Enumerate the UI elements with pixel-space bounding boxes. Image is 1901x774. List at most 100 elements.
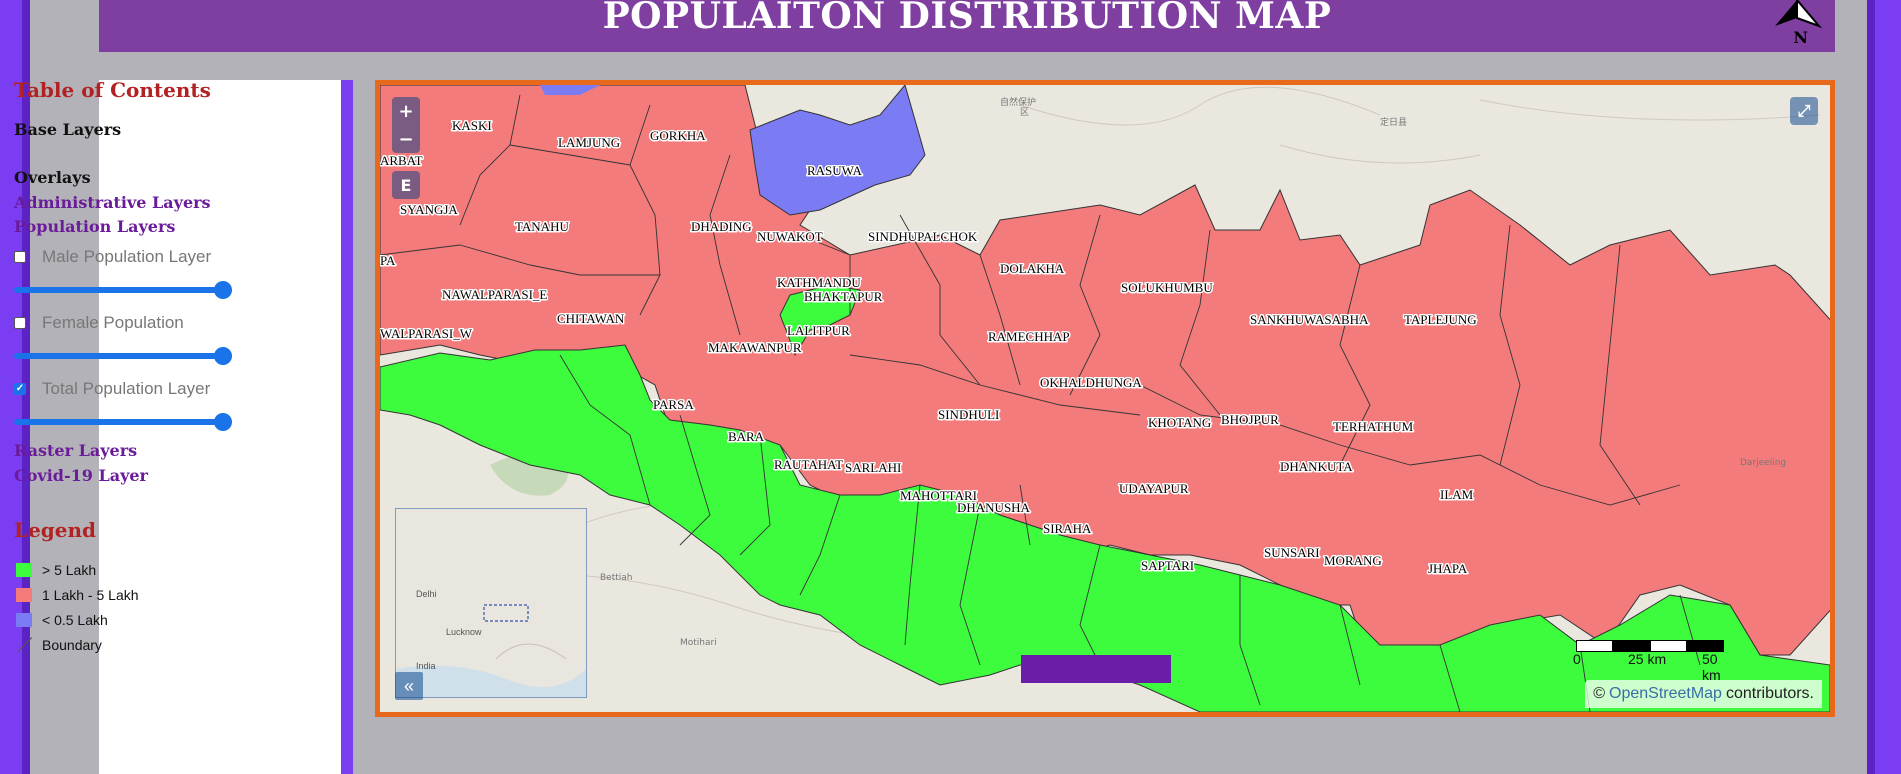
boundary-line-icon	[16, 638, 32, 652]
female-layer-checkbox[interactable]	[14, 317, 26, 329]
total-opacity-slider[interactable]	[14, 413, 232, 431]
population-layers-link[interactable]: Population Layers	[14, 217, 176, 236]
scale-bar: 0 25 km 50 km	[1573, 640, 1726, 683]
slider-handle[interactable]	[214, 413, 232, 431]
svg-text:MAKAWANPUR: MAKAWANPUR	[708, 340, 802, 355]
slider-handle[interactable]	[214, 347, 232, 365]
district-boundaries	[380, 94, 1701, 712]
osm-link[interactable]: OpenStreetMap	[1609, 685, 1722, 702]
layer-toggle-female[interactable]: Female Population	[14, 313, 184, 333]
overview-toggle-button[interactable]: «	[395, 672, 423, 700]
female-layer-label: Female Population	[42, 313, 184, 332]
svg-text:MORANG: MORANG	[1324, 553, 1382, 568]
legend-swatch	[16, 613, 32, 627]
svg-text:DHANUSHA: DHANUSHA	[957, 500, 1031, 515]
svg-text:ARBAT: ARBAT	[380, 153, 423, 168]
legend-item-low: < 0.5 Lakh	[16, 612, 108, 628]
svg-text:TERHATHUM: TERHATHUM	[1333, 419, 1414, 434]
total-layer-label: Total Population Layer	[42, 379, 211, 398]
region-high-population-kathmandu[interactable]	[779, 284, 861, 357]
svg-text:WALPARASI_W: WALPARASI_W	[380, 326, 473, 341]
covid-layer-link[interactable]: Covid-19 Layer	[14, 466, 148, 485]
overlays-heading: Overlays	[14, 168, 91, 187]
north-arrow-icon	[1775, 0, 1823, 29]
svg-text:区: 区	[1020, 107, 1029, 118]
district-labels: KASKI LAMJUNG GORKHA RASUWA ARBAT SYANGJ…	[380, 117, 1478, 578]
svg-text:JHAPA: JHAPA	[1428, 561, 1468, 576]
zoom-in-button[interactable]: +	[392, 97, 420, 125]
region-low-population-rasuwa[interactable]	[749, 85, 926, 216]
svg-text:CHITAWAN: CHITAWAN	[557, 311, 625, 326]
fullscreen-button[interactable]: ⤢	[1790, 97, 1818, 125]
svg-text:BHAKTAPUR: BHAKTAPUR	[804, 289, 883, 304]
overview-label-india: India	[416, 661, 436, 671]
layer-toggle-total[interactable]: Total Population Layer	[14, 379, 210, 399]
svg-text:BHOJPUR: BHOJPUR	[1221, 412, 1279, 427]
region-low-population-top[interactable]	[540, 85, 600, 95]
svg-text:SANKHUWASABHA: SANKHUWASABHA	[1250, 312, 1369, 327]
legend-label: > 5 Lakh	[42, 562, 97, 578]
zoom-to-extent-button[interactable]: E	[392, 171, 420, 199]
svg-text:MAHOTTARI: MAHOTTARI	[900, 488, 977, 503]
svg-text:LAMJUNG: LAMJUNG	[558, 135, 620, 150]
region-high-population[interactable]	[380, 344, 1830, 712]
svg-text:NUWAKOT: NUWAKOT	[757, 229, 823, 244]
total-layer-checkbox[interactable]	[14, 383, 26, 395]
base-layers-heading[interactable]: Base Layers	[14, 120, 122, 139]
legend-title: Legend	[14, 518, 97, 542]
legend-label: Boundary	[42, 637, 102, 653]
raster-layers-link[interactable]: Raster Layers	[14, 441, 138, 460]
svg-text:PA: PA	[380, 253, 396, 268]
male-opacity-slider[interactable]	[14, 281, 232, 299]
svg-text:ILAM: ILAM	[1440, 487, 1474, 502]
svg-text:KASKI: KASKI	[452, 118, 492, 133]
right-edge-bar	[1867, 0, 1901, 774]
map-overlay-bar	[1021, 655, 1171, 683]
male-layer-label: Male Population Layer	[42, 247, 212, 266]
svg-text:LALITPUR: LALITPUR	[787, 323, 850, 338]
female-opacity-slider[interactable]	[14, 347, 232, 365]
svg-text:SAPTARI: SAPTARI	[1141, 558, 1194, 573]
male-layer-checkbox[interactable]	[14, 251, 26, 263]
svg-text:KHOTANG: KHOTANG	[1148, 415, 1211, 430]
scale-label-25: 25 km	[1628, 651, 1667, 667]
svg-text:Motihari: Motihari	[680, 638, 717, 648]
legend-item-boundary: Boundary	[16, 637, 102, 653]
map-viewport[interactable]: 自然保护 区 定日县 Darjeeling Ramnagar Bettiah M…	[375, 80, 1835, 717]
svg-text:GORKHA: GORKHA	[650, 128, 706, 143]
svg-text:SUNSARI: SUNSARI	[1264, 545, 1320, 560]
zoom-out-button[interactable]: −	[392, 125, 420, 153]
legend-item-mid: 1 Lakh - 5 Lakh	[16, 587, 139, 603]
svg-text:UDAYAPUR: UDAYAPUR	[1119, 481, 1189, 496]
legend-label: 1 Lakh - 5 Lakh	[42, 587, 139, 603]
page-header: POPULAITON DISTRIBUTION MAP N	[99, 0, 1835, 52]
scale-label-0: 0	[1573, 651, 1581, 667]
layer-toggle-male[interactable]: Male Population Layer	[14, 247, 211, 267]
svg-text:OKHALDHUNGA: OKHALDHUNGA	[1040, 375, 1142, 390]
svg-text:Bettiah: Bettiah	[600, 573, 633, 583]
legend-item-high: > 5 Lakh	[16, 562, 96, 578]
map-canvas[interactable]: 自然保护 区 定日县 Darjeeling Ramnagar Bettiah M…	[380, 85, 1830, 712]
svg-text:SINDHUPALCHOK: SINDHUPALCHOK	[868, 229, 978, 244]
svg-text:KATHMANDU: KATHMANDU	[777, 275, 861, 290]
svg-text:TANAHU: TANAHU	[515, 219, 569, 234]
north-label: N	[1793, 28, 1808, 47]
svg-text:RAUTAHAT: RAUTAHAT	[774, 457, 843, 472]
page-title: POPULAITON DISTRIBUTION MAP	[602, 0, 1332, 37]
region-mid-population[interactable]	[380, 85, 1830, 656]
administrative-layers-link[interactable]: Administrative Layers	[14, 193, 211, 212]
svg-text:RAMECHHAP: RAMECHHAP	[988, 329, 1070, 344]
svg-text:TAPLEJUNG: TAPLEJUNG	[1404, 312, 1477, 327]
svg-text:自然保护: 自然保护	[1000, 96, 1036, 108]
svg-text:SYANGJA: SYANGJA	[400, 202, 458, 217]
overview-map-canvas	[396, 604, 586, 697]
svg-text:PARSA: PARSA	[653, 397, 694, 412]
svg-text:DHANKUTA: DHANKUTA	[1280, 459, 1353, 474]
slider-handle[interactable]	[214, 281, 232, 299]
svg-text:Darjeeling: Darjeeling	[1740, 458, 1786, 468]
overview-map[interactable]: Delhi Lucknow India	[395, 508, 587, 698]
svg-text:NAWALPARASI_E: NAWALPARASI_E	[442, 287, 547, 302]
legend-swatch	[16, 588, 32, 602]
map-attribution: © OpenStreetMap contributors.	[1585, 680, 1822, 708]
svg-text:DHADING: DHADING	[691, 219, 752, 234]
